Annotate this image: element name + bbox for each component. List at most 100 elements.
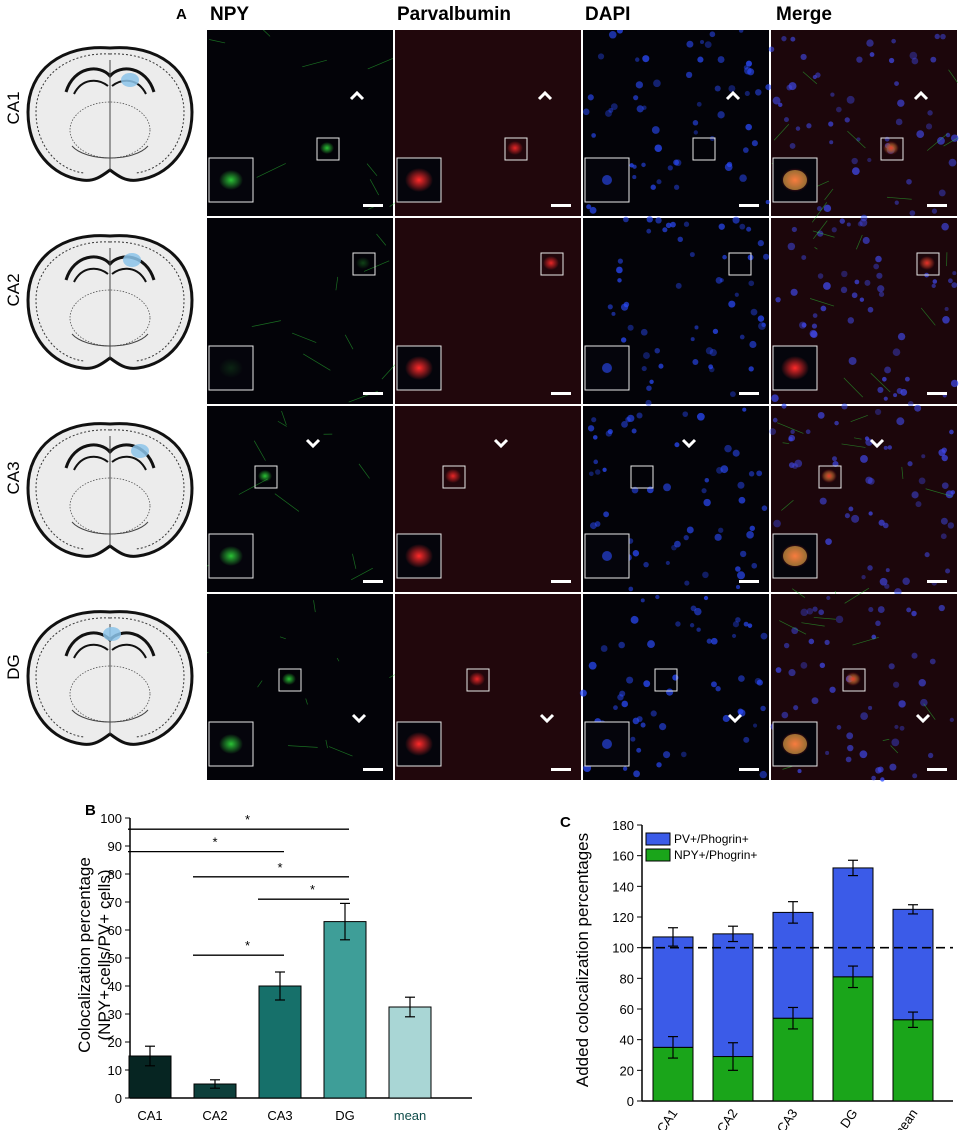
inset-zoom <box>772 345 818 391</box>
micrograph-ca3-parvalbumin <box>395 406 581 592</box>
chart-c-bar-ca3-series1 <box>772 911 814 1019</box>
micrograph-ca1-parvalbumin <box>395 30 581 216</box>
chart-b-xtick-ca1: CA1 <box>137 1108 162 1123</box>
chart-b-ytick: 10 <box>108 1063 122 1078</box>
inset-zoom <box>772 533 818 579</box>
chart-b-ytick: 0 <box>115 1091 122 1106</box>
row-label-ca3: CA3 <box>4 461 23 495</box>
chart-c-ytick: 140 <box>612 879 634 894</box>
arrowhead-icon <box>869 438 885 449</box>
chart-c-ylabel: Added colocalization percentages <box>573 833 592 1087</box>
scale-bar <box>927 768 947 771</box>
chart-b-ytick: 70 <box>108 895 122 910</box>
micrograph-ca3-merge <box>769 403 957 609</box>
row-label-ca2: CA2 <box>4 273 23 307</box>
arrowhead-icon <box>539 713 555 724</box>
brain-schematic-dg <box>26 610 194 746</box>
chart-b-significance-star: * <box>277 860 282 875</box>
inset-zoom <box>396 533 442 579</box>
chart-c-xtick-ca2: CA2 <box>714 1106 741 1130</box>
inset-zoom <box>584 721 630 767</box>
scale-bar <box>363 768 383 771</box>
chart-c-xtick-ca3: CA3 <box>774 1106 801 1130</box>
brain-schematic-ca3 <box>26 422 194 558</box>
scale-bar <box>739 392 759 395</box>
micrograph-ca2-npy <box>207 218 397 404</box>
micrograph-ca2-dapi <box>583 216 770 406</box>
column-header-merge: Merge <box>776 4 832 25</box>
panel-label-c: C <box>560 814 571 831</box>
arrowhead-icon <box>537 90 553 101</box>
column-header-npy: NPY <box>210 4 250 25</box>
arrowhead-icon <box>727 713 743 724</box>
scale-bar <box>927 580 947 583</box>
scale-bar <box>551 392 571 395</box>
micrograph-ca3-npy <box>207 406 393 592</box>
chart-b-ytick: 80 <box>108 867 122 882</box>
chart-b-ytick: 30 <box>108 1007 122 1022</box>
brain-schematic-ca2 <box>26 234 194 370</box>
inset-zoom <box>396 157 442 203</box>
chart-c-ytick: 160 <box>612 849 634 864</box>
inset-zoom <box>208 533 254 579</box>
chart-b-ytick: 60 <box>108 923 122 938</box>
chart-c-ytick: 180 <box>612 818 634 833</box>
arrowhead-icon <box>725 90 741 101</box>
chart-b-significance-star: * <box>310 882 315 897</box>
panel-label-a: A <box>176 6 187 23</box>
chart-c-ytick: 40 <box>620 1033 634 1048</box>
micrograph-dg-npy <box>207 594 408 780</box>
legend-label: PV+/Phogrin+ <box>674 832 749 846</box>
brain-schematic-ca1 <box>26 46 194 182</box>
scale-bar <box>739 204 759 207</box>
legend-swatch <box>645 832 671 846</box>
chart-c-legend: PV+/Phogrin+ NPY+/Phogrin+ <box>645 832 757 862</box>
inset-zoom <box>396 345 442 391</box>
chart-b-significance-star: * <box>245 938 250 953</box>
arrowhead-icon <box>915 713 931 724</box>
chart-c-xtick-dg: DG <box>837 1106 860 1130</box>
chart-b-significance-star: * <box>212 835 217 850</box>
row-label-ca1: CA1 <box>4 91 23 125</box>
chart-c-ytick: 0 <box>627 1094 634 1109</box>
panel-label-b: B <box>85 802 96 819</box>
column-header-parvalbumin: Parvalbumin <box>397 4 512 25</box>
chart-c-ytick: 60 <box>620 1002 634 1017</box>
inset-zoom <box>208 721 254 767</box>
chart-c-xtick-ca1: CA1 <box>654 1106 681 1130</box>
chart-c-xtick-mean: mean <box>890 1106 921 1130</box>
inset-zoom <box>772 157 818 203</box>
arrowhead-icon <box>305 438 321 449</box>
chart-b-xtick-mean: mean <box>394 1108 427 1123</box>
chart-b-significance-star: * <box>245 812 250 827</box>
chart-b-bar-ca3 <box>258 985 302 1099</box>
micrograph-ca3-dapi <box>583 406 769 592</box>
legend-label: NPY+/Phogrin+ <box>674 848 757 862</box>
column-header-dapi: DAPI <box>585 4 631 25</box>
chart-b-ytick: 100 <box>100 811 122 826</box>
chart-b-ylabel-line1: Colocalization percentage <box>75 857 94 1053</box>
inset-zoom <box>208 345 254 391</box>
legend-swatch <box>645 848 671 862</box>
microscopy-grid <box>207 30 959 782</box>
micrograph-ca2-parvalbumin <box>395 218 581 404</box>
scale-bar <box>739 768 759 771</box>
inset-zoom <box>772 721 818 767</box>
scale-bar <box>551 768 571 771</box>
chart-b-ylabel-line2: (NPY+ cells/PV+ cells) <box>95 870 114 1041</box>
scale-bar <box>363 392 383 395</box>
inset-zoom <box>208 157 254 203</box>
micrograph-ca1-dapi <box>582 30 772 216</box>
chart-b-bar-dg <box>323 921 367 1099</box>
chart-c-ytick: 120 <box>612 910 634 925</box>
micrograph-dg-dapi <box>579 594 769 780</box>
brain-schematics <box>26 46 194 746</box>
arrowhead-icon <box>349 90 365 101</box>
chart-b-xtick-ca3: CA3 <box>267 1108 292 1123</box>
arrowhead-icon <box>681 438 697 449</box>
chart-c-ytick: 20 <box>620 1063 634 1078</box>
chart-c-bar-ca3-series0 <box>772 1017 814 1102</box>
chart-b-ytick: 50 <box>108 951 122 966</box>
chart-c-bar-ca1-series1 <box>652 936 694 1048</box>
chart-c: C Added colocalization percentages 0 20 40… <box>560 814 953 1130</box>
